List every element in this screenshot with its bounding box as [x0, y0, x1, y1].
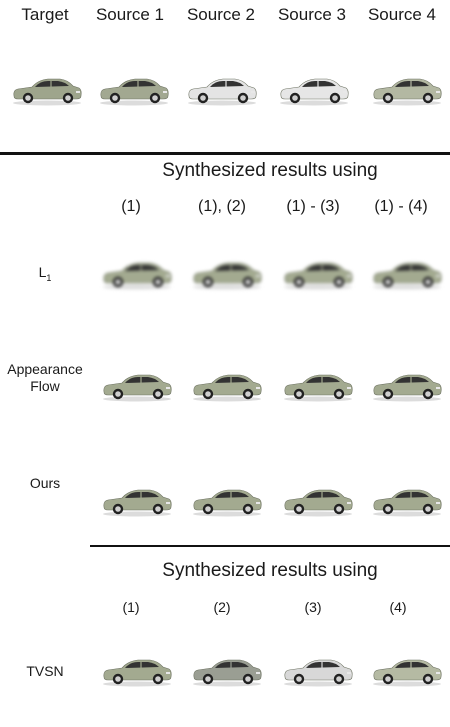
- header-source-3: Source 3: [277, 5, 347, 24]
- section2-col-4: (4): [389, 599, 407, 615]
- section2-col-1: (1): [122, 599, 140, 615]
- result-car-1-1: [100, 256, 174, 290]
- result-car-1-2: [190, 256, 264, 290]
- tvsn-car-3: [281, 653, 355, 687]
- section2-col-2: (2): [213, 599, 231, 615]
- result-car-1-4: [370, 256, 444, 290]
- section2-title: Synthesized results using: [162, 560, 378, 581]
- source-3-car: [277, 72, 351, 106]
- result-car-3-4: [370, 483, 444, 517]
- result-car-1-3: [281, 256, 355, 290]
- tvsn-car-1: [100, 653, 174, 687]
- section1-col-3: (1) - (3): [286, 198, 340, 215]
- tvsn-car-2: [190, 653, 264, 687]
- row-label-tvsn: TVSN: [26, 663, 64, 679]
- target-car: [10, 72, 84, 106]
- row-label-ours: Ours: [29, 475, 61, 491]
- result-car-2-3: [281, 368, 355, 402]
- row-label-l1-main: L: [38, 264, 47, 280]
- divider-top: [0, 152, 450, 155]
- header-source-2: Source 2: [186, 5, 256, 24]
- source-2-car: [185, 72, 259, 106]
- source-4-car: [370, 72, 444, 106]
- result-car-3-2: [190, 483, 264, 517]
- section1-title: Synthesized results using: [162, 160, 378, 181]
- row-label-appearance-flow: Appearance Flow: [7, 361, 83, 394]
- row-label-l1-sub: 1: [46, 272, 52, 283]
- result-car-3-3: [281, 483, 355, 517]
- section1-col-4: (1) - (4): [374, 198, 428, 215]
- tvsn-car-4: [370, 653, 444, 687]
- result-car-3-1: [100, 483, 174, 517]
- header-source-4: Source 4: [367, 5, 437, 24]
- section2-col-3: (3): [304, 599, 322, 615]
- row-label-l1: L1: [0, 264, 90, 287]
- result-car-2-2: [190, 368, 264, 402]
- result-car-2-1: [100, 368, 174, 402]
- divider-middle: [90, 545, 450, 547]
- result-car-2-4: [370, 368, 444, 402]
- section1-col-1: (1): [121, 198, 141, 215]
- source-1-car: [97, 72, 171, 106]
- header-target: Target: [21, 5, 69, 24]
- section1-col-2: (1), (2): [198, 198, 246, 215]
- header-source-1: Source 1: [95, 5, 165, 24]
